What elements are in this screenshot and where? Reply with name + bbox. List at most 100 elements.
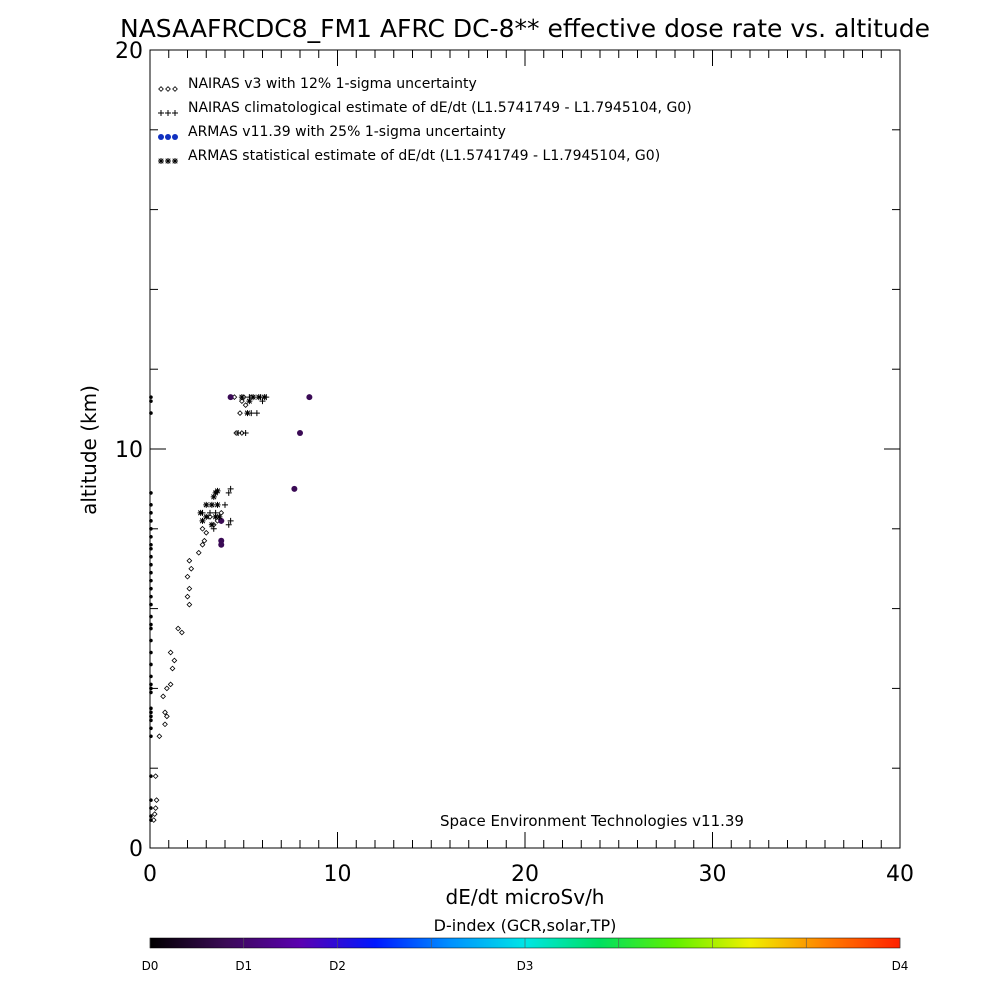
data-point — [149, 562, 153, 567]
data-point — [235, 430, 242, 437]
data-point — [208, 501, 215, 508]
data-point — [149, 818, 153, 822]
chart-title: NASAAFRCDC8_FM1 AFRC DC-8** effective do… — [120, 14, 930, 43]
data-point — [179, 629, 185, 636]
colorbar-label: D3 — [517, 959, 534, 973]
data-point — [195, 549, 202, 556]
data-point — [203, 501, 210, 508]
data-point — [207, 513, 213, 520]
data-point — [203, 529, 210, 536]
data-point — [227, 485, 234, 492]
data-point — [167, 649, 174, 656]
legend-entry-label: ARMAS statistical estimate of dE/dt (L1.… — [188, 148, 660, 164]
colorbar-label: D1 — [235, 959, 252, 973]
legend-marker — [158, 134, 164, 140]
data-point — [207, 509, 213, 516]
data-point — [214, 501, 221, 508]
data-point — [199, 517, 206, 524]
data-point — [306, 394, 313, 401]
colorbar-title: D-index (GCR,solar,TP) — [434, 916, 617, 935]
data-point — [149, 774, 153, 778]
data-point — [244, 410, 251, 417]
data-point — [152, 773, 159, 780]
data-point — [239, 430, 245, 436]
x-tick-label: 30 — [699, 862, 727, 887]
data-point — [169, 665, 176, 672]
data-point — [149, 798, 153, 802]
data-point — [149, 602, 153, 607]
axes: 0 10 20 30 40 0 10 20 — [115, 39, 914, 887]
legend-marker — [172, 158, 178, 164]
plot-frame — [149, 49, 901, 849]
data-point — [156, 733, 163, 740]
data-point — [149, 706, 153, 711]
data-point — [149, 519, 153, 523]
legend-entry-label: ARMAS v11.39 with 25% 1-sigma uncertaint… — [188, 124, 506, 140]
colorbar-label: D0 — [142, 959, 159, 973]
y-tick-label: 0 — [129, 837, 143, 862]
series-1 — [199, 394, 270, 532]
legend-marker — [172, 134, 178, 140]
data-point — [149, 395, 153, 399]
data-point — [297, 430, 303, 437]
data-point — [167, 681, 174, 688]
series-0 — [150, 394, 255, 823]
legend-marker — [165, 134, 171, 140]
data-point — [246, 398, 253, 405]
data-point — [149, 578, 153, 583]
data-point — [210, 493, 217, 500]
data-point — [214, 487, 221, 494]
data-point — [149, 542, 153, 547]
data-point — [238, 394, 245, 401]
data-point — [149, 527, 153, 531]
legend-entry-label: NAIRAS climatological estimate of dE/dt … — [188, 100, 692, 116]
data-point — [149, 714, 153, 719]
data-point — [250, 394, 257, 401]
x-axis-label: dE/dt microSv/h — [446, 885, 605, 909]
series-4 — [149, 395, 153, 822]
data-point — [225, 489, 232, 496]
y-axis-label: altitude (km) — [77, 385, 101, 515]
colorbar-label: D2 — [329, 959, 346, 973]
series-3 — [197, 394, 268, 528]
legend-marker — [172, 110, 178, 116]
data-points — [149, 394, 313, 823]
data-point — [237, 410, 243, 416]
data-point — [149, 626, 153, 631]
data-point — [184, 573, 191, 580]
data-point — [149, 586, 153, 591]
data-point — [149, 554, 153, 559]
x-tick-label: 0 — [143, 862, 157, 887]
data-point — [175, 625, 181, 632]
data-point — [149, 503, 153, 507]
data-point — [149, 814, 153, 818]
data-point — [261, 394, 268, 401]
data-point — [162, 709, 168, 716]
x-tick-label: 40 — [886, 862, 914, 887]
data-point — [164, 685, 170, 692]
data-point — [188, 565, 195, 572]
data-point — [291, 485, 298, 492]
data-point — [149, 622, 153, 627]
data-point — [149, 726, 153, 731]
data-point — [242, 430, 249, 437]
data-point — [149, 546, 153, 551]
y-tick-label: 20 — [115, 39, 143, 64]
data-point — [203, 513, 210, 520]
legend: NAIRAS v3 with 12% 1-sigma uncertainty NA… — [158, 76, 692, 164]
legend-marker — [158, 110, 164, 116]
legend-marker — [165, 86, 171, 92]
data-point — [216, 513, 223, 520]
data-point — [227, 517, 234, 524]
data-point — [160, 693, 166, 700]
data-point — [149, 491, 153, 495]
data-point — [149, 662, 153, 667]
data-point — [151, 811, 158, 817]
data-point — [186, 601, 193, 608]
data-point — [149, 682, 153, 687]
data-point — [149, 734, 153, 739]
legend-marker — [158, 86, 164, 92]
data-point — [186, 585, 193, 592]
data-point — [218, 541, 225, 548]
data-point — [184, 593, 191, 600]
